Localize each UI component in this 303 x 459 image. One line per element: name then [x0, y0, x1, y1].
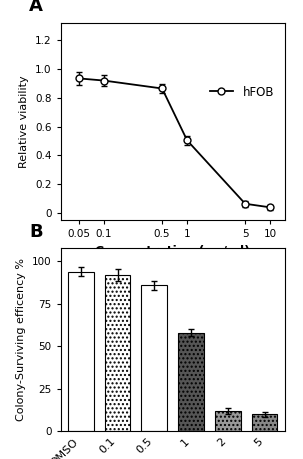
Bar: [105, 275, 130, 431]
Text: B: B: [29, 223, 43, 241]
Bar: [68, 272, 94, 431]
Text: A: A: [29, 0, 43, 15]
Bar: [215, 411, 241, 431]
Y-axis label: Colony-Surviving efficency %: Colony-Surviving efficency %: [16, 258, 26, 421]
Bar: [252, 414, 278, 431]
X-axis label: Concentration (μg/ml): Concentration (μg/ml): [95, 245, 250, 258]
Bar: [142, 285, 167, 431]
Legend: hFOB: hFOB: [205, 81, 279, 103]
Y-axis label: Relative viability: Relative viability: [19, 75, 29, 168]
Bar: [178, 333, 204, 431]
